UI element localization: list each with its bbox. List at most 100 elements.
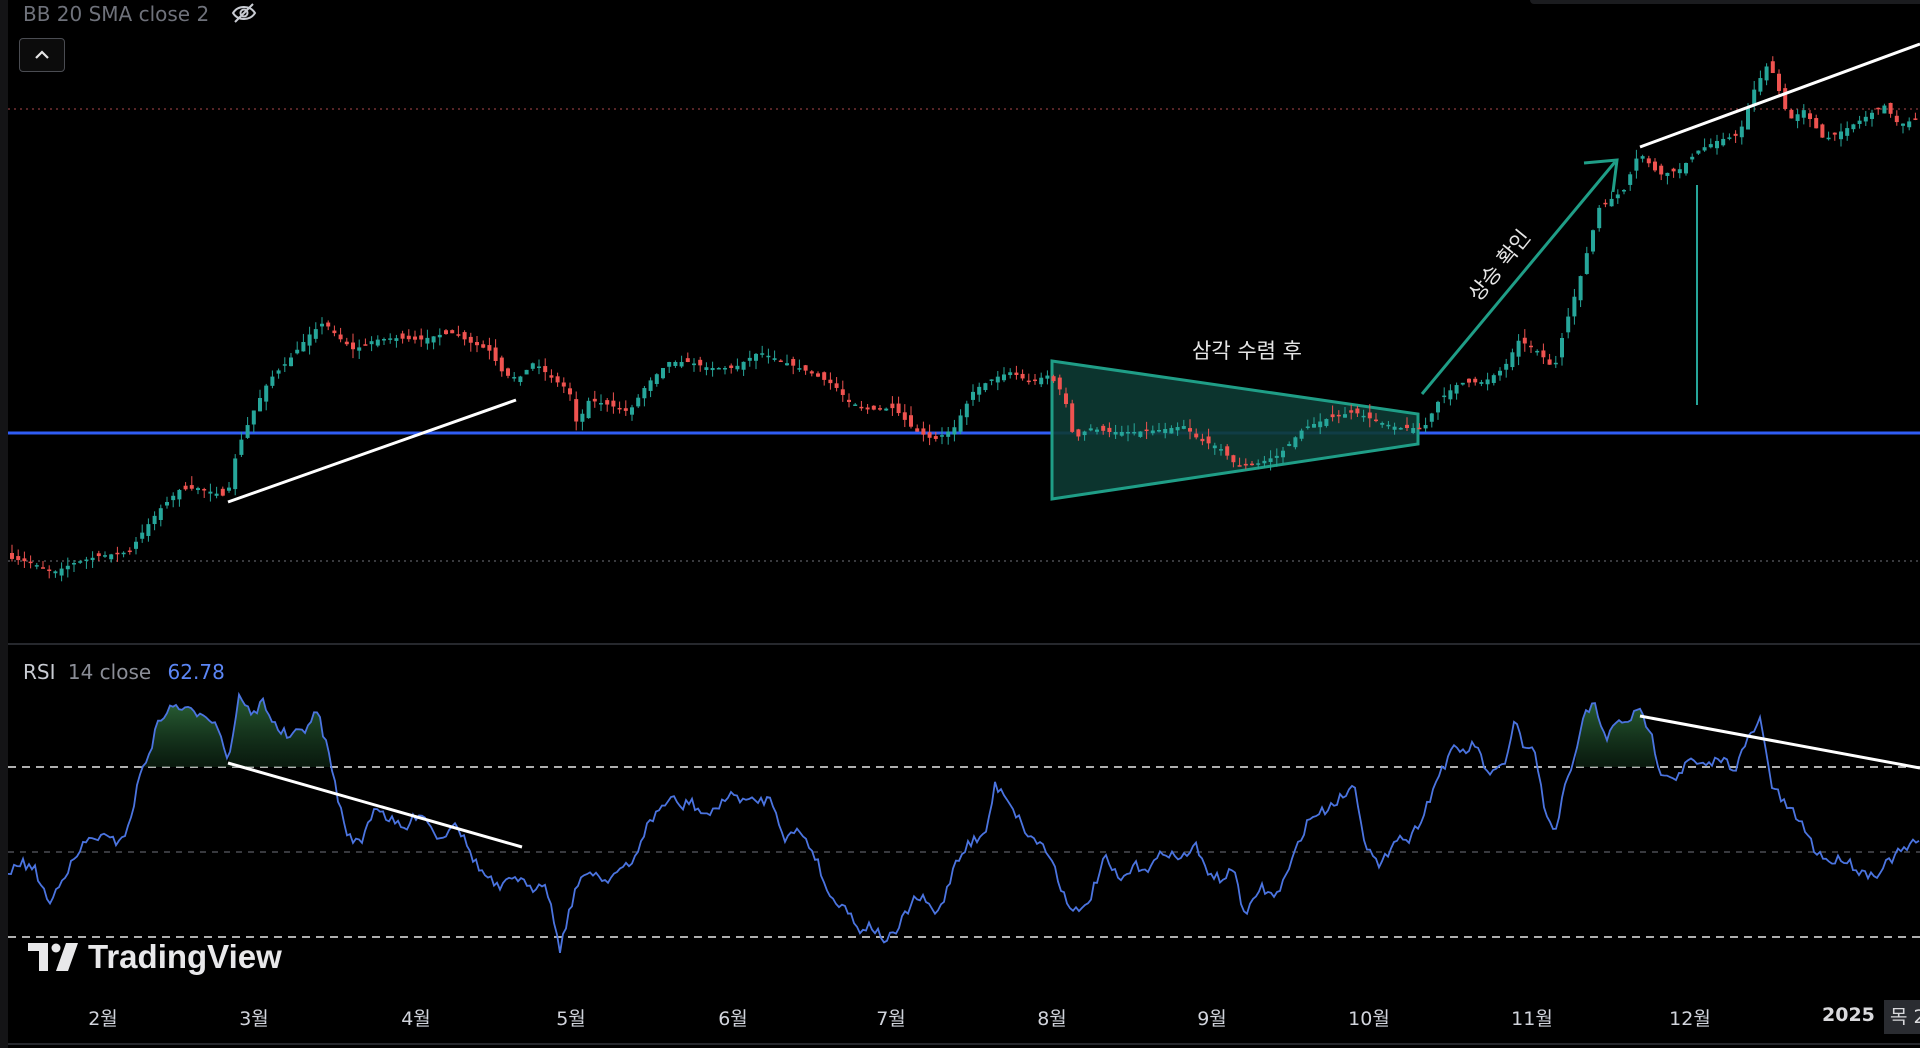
time-axis-label: 9월 (1197, 1008, 1227, 1030)
candle (295, 349, 300, 354)
candle (1194, 433, 1199, 438)
candle (456, 334, 461, 336)
candle (1764, 66, 1769, 81)
breakout-arrow[interactable] (1420, 161, 1617, 395)
breakout-annotation[interactable]: 상승 확인 (1464, 225, 1535, 305)
candle (1014, 372, 1019, 375)
candle (1138, 431, 1143, 437)
candle (1349, 410, 1354, 413)
candle (599, 403, 603, 405)
candle (1907, 121, 1912, 128)
price-trendline-1[interactable] (227, 398, 517, 504)
candle (1305, 426, 1310, 428)
candle (1336, 414, 1341, 417)
time-axis[interactable]: 2월 3월 4월 5월 6월 7월 8월 9월 10월 11월 12월 (88, 1008, 1711, 1030)
candle (227, 487, 231, 491)
candle (1733, 133, 1738, 136)
candle (1801, 110, 1806, 118)
candle (1448, 390, 1453, 400)
candle (146, 524, 151, 536)
candle (648, 380, 653, 391)
candle (605, 400, 610, 405)
candle (673, 362, 678, 366)
candle (679, 362, 684, 367)
candle (580, 413, 585, 422)
candle (1206, 436, 1211, 444)
candle (140, 532, 145, 539)
candle (1460, 382, 1465, 385)
rsi-trendline-1[interactable] (227, 761, 523, 849)
time-axis-label: 8월 (1037, 1008, 1067, 1030)
candle (499, 357, 504, 372)
triangle-pattern[interactable] (1050, 359, 1420, 501)
candle (716, 368, 721, 370)
candle (630, 407, 634, 415)
candle (1783, 88, 1788, 109)
candle (1126, 432, 1130, 434)
candle (394, 338, 399, 341)
triangle-annotation[interactable]: 삼각 수렴 후 (1192, 339, 1302, 363)
candle (183, 485, 188, 490)
candle (1473, 378, 1478, 383)
candle (1237, 465, 1242, 467)
candle (524, 369, 529, 375)
candle (127, 550, 132, 553)
candle (878, 408, 882, 410)
time-axis-label: 5월 (556, 1008, 586, 1030)
candle (1653, 161, 1657, 171)
tradingview-logo[interactable]: TradingView (28, 938, 282, 976)
left-edge (0, 0, 8, 1048)
candle (450, 330, 455, 334)
candle (1808, 113, 1812, 119)
candle (1287, 443, 1292, 446)
candle (1851, 124, 1856, 130)
price-trendline-2[interactable] (1639, 42, 1920, 149)
candle (1684, 163, 1688, 174)
candle (493, 347, 498, 361)
candle (1231, 455, 1236, 463)
candle (1150, 430, 1155, 434)
candle (1752, 89, 1757, 106)
candle (816, 373, 820, 377)
candle (1863, 116, 1868, 122)
candle (952, 427, 957, 435)
eye-off-icon[interactable] (230, 2, 258, 29)
candle (1417, 427, 1422, 430)
tradingview-logo-text: TradingView (88, 938, 282, 975)
candle (1113, 432, 1118, 435)
candle (1826, 137, 1831, 140)
candle (1256, 463, 1261, 465)
candle (1591, 230, 1595, 252)
candle (1845, 128, 1850, 136)
candle (1008, 372, 1013, 376)
candle (406, 335, 411, 340)
candle (363, 344, 368, 346)
candle (946, 431, 951, 437)
rsi-legend-value: 62.78 (167, 660, 225, 684)
candle (1423, 425, 1428, 429)
candle (382, 339, 386, 341)
candle (1814, 118, 1819, 129)
candle (1039, 377, 1044, 385)
candle (344, 341, 349, 345)
candle (977, 386, 982, 395)
bb-legend[interactable]: BB 20 SMA close 2 (23, 2, 258, 29)
candle (1188, 428, 1192, 432)
rsi-legend[interactable]: RSI 14 close 62.78 (23, 660, 225, 684)
candle (177, 489, 182, 500)
time-axis-label: 3월 (239, 1008, 269, 1030)
candle (1504, 363, 1509, 370)
rsi-trendline-2[interactable] (1639, 714, 1920, 770)
candle (1398, 428, 1403, 430)
candle (1677, 169, 1682, 174)
candle (1454, 385, 1459, 394)
candle (152, 515, 157, 525)
candle (196, 488, 200, 491)
candle (797, 368, 802, 370)
candle (537, 366, 541, 368)
candle (1870, 112, 1874, 119)
candle (22, 558, 27, 562)
collapse-button[interactable] (19, 38, 65, 72)
candle (1882, 105, 1887, 114)
